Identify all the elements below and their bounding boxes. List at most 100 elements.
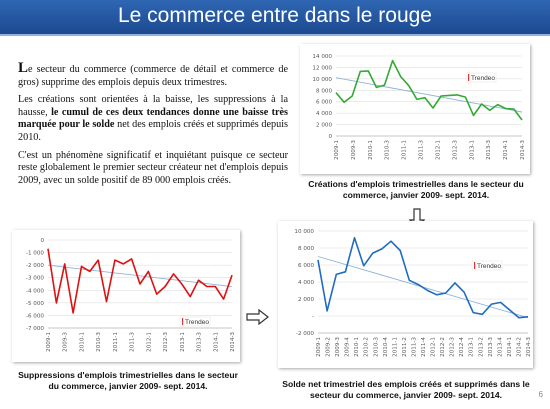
x-tick-label: 2012-3 bbox=[450, 337, 456, 357]
y-tick-label: -5 000 bbox=[26, 301, 44, 307]
x-tick-label: 2010-2 bbox=[364, 337, 370, 357]
x-tick-label: 2012-1 bbox=[431, 337, 437, 357]
y-tick-label: -6 000 bbox=[26, 313, 44, 319]
x-tick-label: 2014-3 bbox=[520, 140, 526, 160]
y-tick-label: 6 000 bbox=[298, 263, 314, 269]
trend-line bbox=[335, 77, 523, 113]
x-tick-label: 2009-1 bbox=[334, 140, 340, 160]
y-tick-label: -7 000 bbox=[26, 326, 44, 332]
y-tick-label: 10 000 bbox=[312, 77, 332, 83]
y-tick-label: 0 bbox=[40, 238, 44, 244]
x-tick-label: 2011-3 bbox=[130, 332, 136, 352]
x-tick-label: 2010-3 bbox=[385, 140, 391, 160]
brand-mark-icon bbox=[468, 74, 470, 81]
right-arrow-icon bbox=[246, 308, 270, 330]
y-tick-label: 8 000 bbox=[316, 88, 332, 94]
suppressions-chart-svg: 0 -1 000 -2 000 -3 000 -4 000 -5 000 -6 000 -7 … bbox=[26, 238, 236, 352]
paragraph-2-text-a: Les créations sont orientées à la baisse… bbox=[18, 94, 288, 118]
y-tick-label: 10 000 bbox=[294, 229, 314, 235]
solde-series-line bbox=[317, 236, 529, 319]
y-tick-label: 8 000 bbox=[298, 246, 314, 252]
x-tick-label: 2013-1 bbox=[469, 140, 475, 160]
x-tick-label: 2011-3 bbox=[419, 140, 425, 160]
x-tick-label: 2009-1 bbox=[316, 337, 322, 357]
x-tick-label: 2010-1 bbox=[354, 337, 360, 357]
y-tick-label: - bbox=[312, 314, 314, 320]
creations-chart-svg: 0 2 000 4 000 6 000 8 000 10 000 12 000 14 000 2… bbox=[312, 54, 526, 160]
x-tick-label: 2013-1 bbox=[180, 332, 186, 352]
x-tick-label: 2012-4 bbox=[459, 337, 465, 357]
y-tick-label: 4 000 bbox=[298, 280, 314, 286]
x-tick-label: 2009-3 bbox=[335, 337, 341, 357]
x-tick-label: 2012-3 bbox=[163, 332, 169, 352]
x-tick-label: 2009-1 bbox=[46, 332, 52, 352]
x-tick-label: 2011-3 bbox=[411, 337, 417, 357]
x-tick-label: 2013-2 bbox=[478, 337, 484, 357]
x-tick-label: 2013-1 bbox=[469, 337, 475, 357]
x-tick-label: 2014-1 bbox=[213, 332, 219, 352]
brand-badge bbox=[465, 72, 497, 83]
x-tick-label: 2012-1 bbox=[435, 140, 441, 160]
x-tick-label: 2014-3 bbox=[230, 332, 236, 352]
creations-caption: Créations d'emplois trimestrielles dans … bbox=[308, 179, 524, 200]
x-tick-label: 2009-3 bbox=[351, 140, 357, 160]
title-bar: Le commerce entre dans le rouge bbox=[0, 0, 550, 36]
paragraph-2: Les créations sont orientées à la baisse… bbox=[18, 94, 288, 144]
creations-chart: 0 2 000 4 000 6 000 8 000 10 000 12 000 14 000 2… bbox=[300, 44, 530, 174]
y-tick-label: -2 000 bbox=[26, 263, 44, 269]
y-tick-label: 0 bbox=[328, 134, 332, 140]
paragraph-1-text: e secteur du commerce (commerce de détai… bbox=[18, 64, 288, 88]
solde-chart: -2 000-2 000 4 000 6 000 8 000 10 000 2009-1 2… bbox=[278, 221, 533, 368]
body-text: Le secteur du commerce (commerce de déta… bbox=[18, 60, 288, 192]
x-tick-label: 2013-3 bbox=[488, 337, 494, 357]
brand-label: Trendeo bbox=[471, 75, 495, 82]
paragraph-3: C'est un phénomène significatif et inqui… bbox=[18, 149, 288, 186]
brand-label: Trendeo bbox=[477, 263, 501, 270]
x-tick-label: 2012-1 bbox=[146, 332, 152, 352]
y-tick-label: -4 000 bbox=[26, 288, 44, 294]
x-tick-label: 2010-3 bbox=[373, 337, 379, 357]
suppressions-series-line bbox=[47, 248, 233, 314]
x-tick-label: 2011-2 bbox=[402, 337, 408, 357]
paragraph-2-text-b: net des emplois créés et supprimés depui… bbox=[18, 119, 289, 143]
x-tick-label: 2013-3 bbox=[486, 140, 492, 160]
y-tick-label: 14 000 bbox=[312, 54, 332, 60]
x-tick-label: 2009-3 bbox=[63, 332, 69, 352]
x-tick-label: 2012-3 bbox=[452, 140, 458, 160]
x-tick-label: 2014-1 bbox=[507, 337, 513, 357]
x-tick-label: 2010-3 bbox=[96, 332, 102, 352]
x-tick-label: 2010-1 bbox=[79, 332, 85, 352]
x-tick-label: 2013-3 bbox=[197, 332, 203, 352]
suppressions-caption: Suppressions d'emplois trimestrielles da… bbox=[18, 370, 238, 391]
x-tick-label: 2013-4 bbox=[497, 337, 503, 357]
y-tick-label: 4 000 bbox=[316, 111, 332, 117]
slide-title: Le commerce entre dans le rouge bbox=[117, 4, 432, 27]
x-tick-label: 2014-2 bbox=[516, 337, 522, 357]
y-tick-label: 12 000 bbox=[312, 65, 332, 71]
x-tick-label: 2011-1 bbox=[402, 140, 408, 160]
y-tick-label: -3 000 bbox=[26, 276, 44, 282]
y-tick-label: -1 000 bbox=[26, 251, 44, 257]
x-tick-label: 2011-4 bbox=[421, 337, 427, 357]
paragraph-2-bold: le cumul de ces deux tendances donne une… bbox=[18, 106, 288, 131]
y-tick-label: -2 000 bbox=[296, 331, 314, 337]
x-tick-label: 2011-1 bbox=[392, 337, 398, 357]
y-tick-label: 2 000 bbox=[316, 123, 332, 129]
x-tick-label: 2014-1 bbox=[503, 140, 509, 160]
page-number: 6 bbox=[538, 390, 543, 399]
x-tick-label: 2014-3 bbox=[526, 337, 532, 357]
creations-series-line bbox=[335, 59, 523, 121]
x-tick-label: 2011-1 bbox=[113, 332, 119, 352]
paragraph-1: Le secteur du commerce (commerce de déta… bbox=[18, 60, 288, 89]
drop-cap: L bbox=[18, 60, 29, 76]
suppressions-chart: 0 -1 000 -2 000 -3 000 -4 000 -5 000 -6 000 -7 … bbox=[12, 230, 240, 362]
x-tick-label: 2009-4 bbox=[345, 337, 351, 357]
x-tick-label: 2010-1 bbox=[368, 140, 374, 160]
x-tick-label: 2012-2 bbox=[440, 337, 446, 357]
brand-badge bbox=[471, 260, 503, 271]
brand-badge bbox=[179, 316, 211, 327]
y-tick-label: 6 000 bbox=[316, 100, 332, 106]
y-tick-label: 2 000 bbox=[298, 297, 314, 303]
brand-mark-icon bbox=[182, 318, 184, 325]
